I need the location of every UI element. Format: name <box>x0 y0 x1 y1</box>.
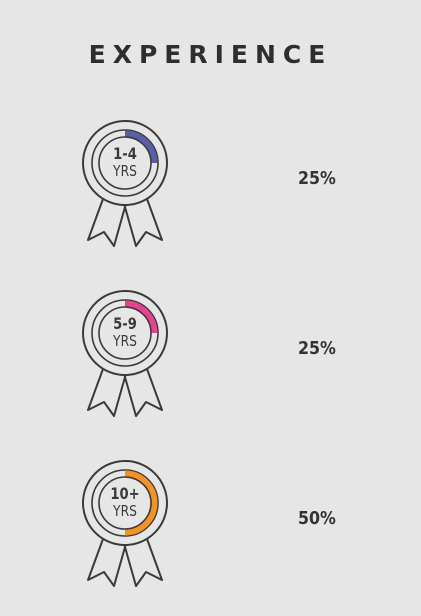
progress-arc <box>124 300 158 334</box>
medal-inner-ring <box>91 299 159 367</box>
percentage-label: 25% <box>298 168 336 189</box>
percentage-label: 50% <box>298 508 336 529</box>
progress-arc <box>124 470 158 536</box>
ribbon-right <box>122 357 163 417</box>
chart-title: EXPERIENCE <box>88 40 333 69</box>
medal-unit-label: YRS <box>113 332 137 350</box>
medal-icon: 1-4 YRS <box>80 118 190 258</box>
medal-inner-edge <box>98 476 152 530</box>
ribbon-left <box>87 527 128 587</box>
medal-graphic <box>82 120 168 247</box>
medal-unit-label: YRS <box>113 502 137 520</box>
dotted-leader <box>192 516 282 520</box>
experience-row: 5-9 YRS 25% <box>0 288 421 428</box>
ribbon-left <box>87 187 128 247</box>
medal-range-label: 5-9 <box>113 314 137 333</box>
medal-unit-label: YRS <box>113 162 137 180</box>
medal-range-label: 1-4 <box>113 144 137 163</box>
medal-inner-edge <box>98 306 152 360</box>
ribbon-right <box>122 527 163 587</box>
medal-inner-edge <box>98 136 152 190</box>
medal-inner-ring <box>91 129 159 197</box>
experience-row: 10+ YRS 50% <box>0 458 421 598</box>
medal-icon: 10+ YRS <box>80 458 190 598</box>
medal-icon: 5-9 YRS <box>80 288 190 428</box>
medal-graphic <box>82 460 168 587</box>
ribbon-right <box>122 187 163 247</box>
dotted-leader <box>192 346 282 350</box>
dotted-leader <box>192 176 282 180</box>
ribbon-left <box>87 357 128 417</box>
experience-row: 1-4 YRS 25% <box>0 118 421 258</box>
medal-range-label: 10+ <box>110 484 140 503</box>
percentage-label: 25% <box>298 338 336 359</box>
medal-graphic <box>82 290 168 417</box>
medal-inner-ring <box>91 469 159 537</box>
progress-arc <box>124 130 158 164</box>
